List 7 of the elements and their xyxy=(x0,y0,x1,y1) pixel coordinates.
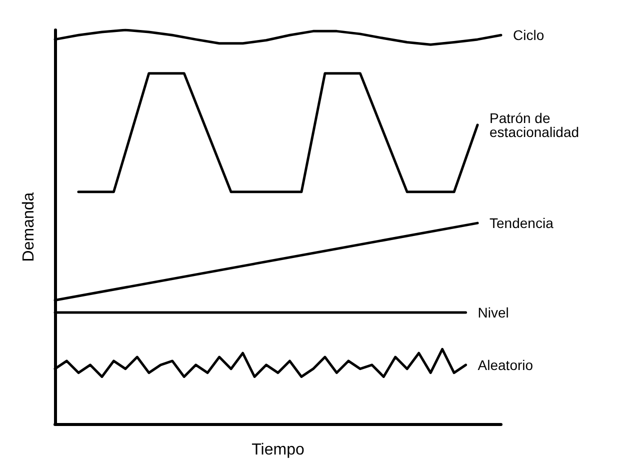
y-axis-title: Demanda xyxy=(20,192,38,262)
series-label: Tendencia xyxy=(490,215,554,232)
series-label: Patrón de estacionalidad xyxy=(490,110,580,140)
series-label: Ciclo xyxy=(513,27,544,44)
x-axis-title: Tiempo xyxy=(252,442,304,458)
series-label: Aleatorio xyxy=(478,356,534,373)
series-label: Nivel xyxy=(478,304,509,320)
